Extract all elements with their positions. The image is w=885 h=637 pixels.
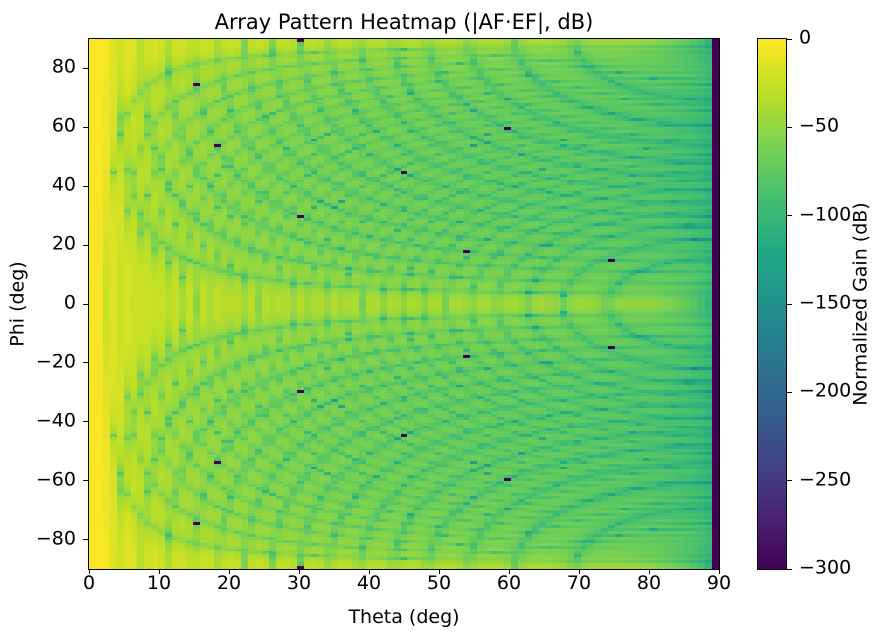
x-tick-label: 80 (636, 572, 662, 594)
y-tick-label: 0 (63, 291, 76, 314)
y-tick-mark (83, 67, 88, 69)
colorbar-gradient (758, 39, 786, 569)
x-tick-mark (718, 569, 720, 574)
colorbar-tick-label: −100 (799, 203, 852, 226)
x-tick-mark (298, 569, 300, 574)
x-axis-label: Theta (deg) (348, 606, 460, 628)
y-tick-mark (83, 421, 88, 423)
y-tick-label: −60 (35, 468, 76, 491)
x-tick-mark (508, 569, 510, 574)
x-tick-mark (228, 569, 230, 574)
y-tick-label: −40 (35, 409, 76, 432)
y-tick-label: −80 (35, 526, 76, 549)
colorbar-tick-mark (787, 38, 792, 40)
x-tick-label: 50 (426, 572, 452, 594)
y-tick-mark (83, 303, 88, 305)
colorbar-tick-mark (787, 480, 792, 482)
chart-title: Array Pattern Heatmap (|AF·EF|, dB) (214, 10, 594, 34)
y-tick-label: 20 (51, 232, 76, 255)
x-tick-label: 90 (706, 572, 732, 594)
y-axis-label: Phi (deg) (6, 261, 29, 347)
colorbar-border (757, 38, 787, 570)
x-tick-label: 70 (566, 572, 592, 594)
y-tick-mark (83, 126, 88, 128)
x-tick-mark (368, 569, 370, 574)
plot-border (88, 38, 720, 570)
y-tick-mark (83, 185, 88, 187)
colorbar-label: Normalized Gain (dB) (849, 202, 872, 406)
x-tick-label: 60 (496, 572, 522, 594)
y-tick-mark (83, 362, 88, 364)
y-tick-label: 80 (51, 55, 76, 78)
heatmap-image (89, 39, 719, 569)
colorbar-tick-label: −50 (799, 114, 840, 137)
colorbar-tick-label: −150 (799, 291, 852, 314)
x-tick-mark (578, 569, 580, 574)
x-tick-mark (648, 569, 650, 574)
x-tick-label: 20 (216, 572, 242, 594)
y-tick-label: 60 (51, 114, 76, 137)
x-tick-label: 10 (146, 572, 172, 594)
x-tick-label: 40 (356, 572, 382, 594)
y-tick-mark (83, 539, 88, 541)
x-tick-mark (438, 569, 440, 574)
colorbar-tick-mark (787, 391, 792, 393)
x-tick-mark (158, 569, 160, 574)
colorbar-tick-label: −200 (799, 379, 852, 402)
x-tick-mark (88, 569, 90, 574)
colorbar-tick-label: 0 (799, 26, 812, 49)
colorbar-tick-mark (787, 303, 792, 305)
y-tick-mark (83, 480, 88, 482)
colorbar-tick-label: −250 (799, 468, 852, 491)
colorbar-tick-mark (787, 126, 792, 128)
colorbar-tick-mark (787, 568, 792, 570)
y-tick-label: −20 (35, 350, 76, 373)
y-tick-mark (83, 244, 88, 246)
x-tick-label: 30 (286, 572, 312, 594)
colorbar-tick-label: −300 (799, 556, 852, 579)
y-tick-label: 40 (51, 173, 76, 196)
colorbar-tick-mark (787, 215, 792, 217)
x-tick-label: 0 (82, 572, 96, 594)
